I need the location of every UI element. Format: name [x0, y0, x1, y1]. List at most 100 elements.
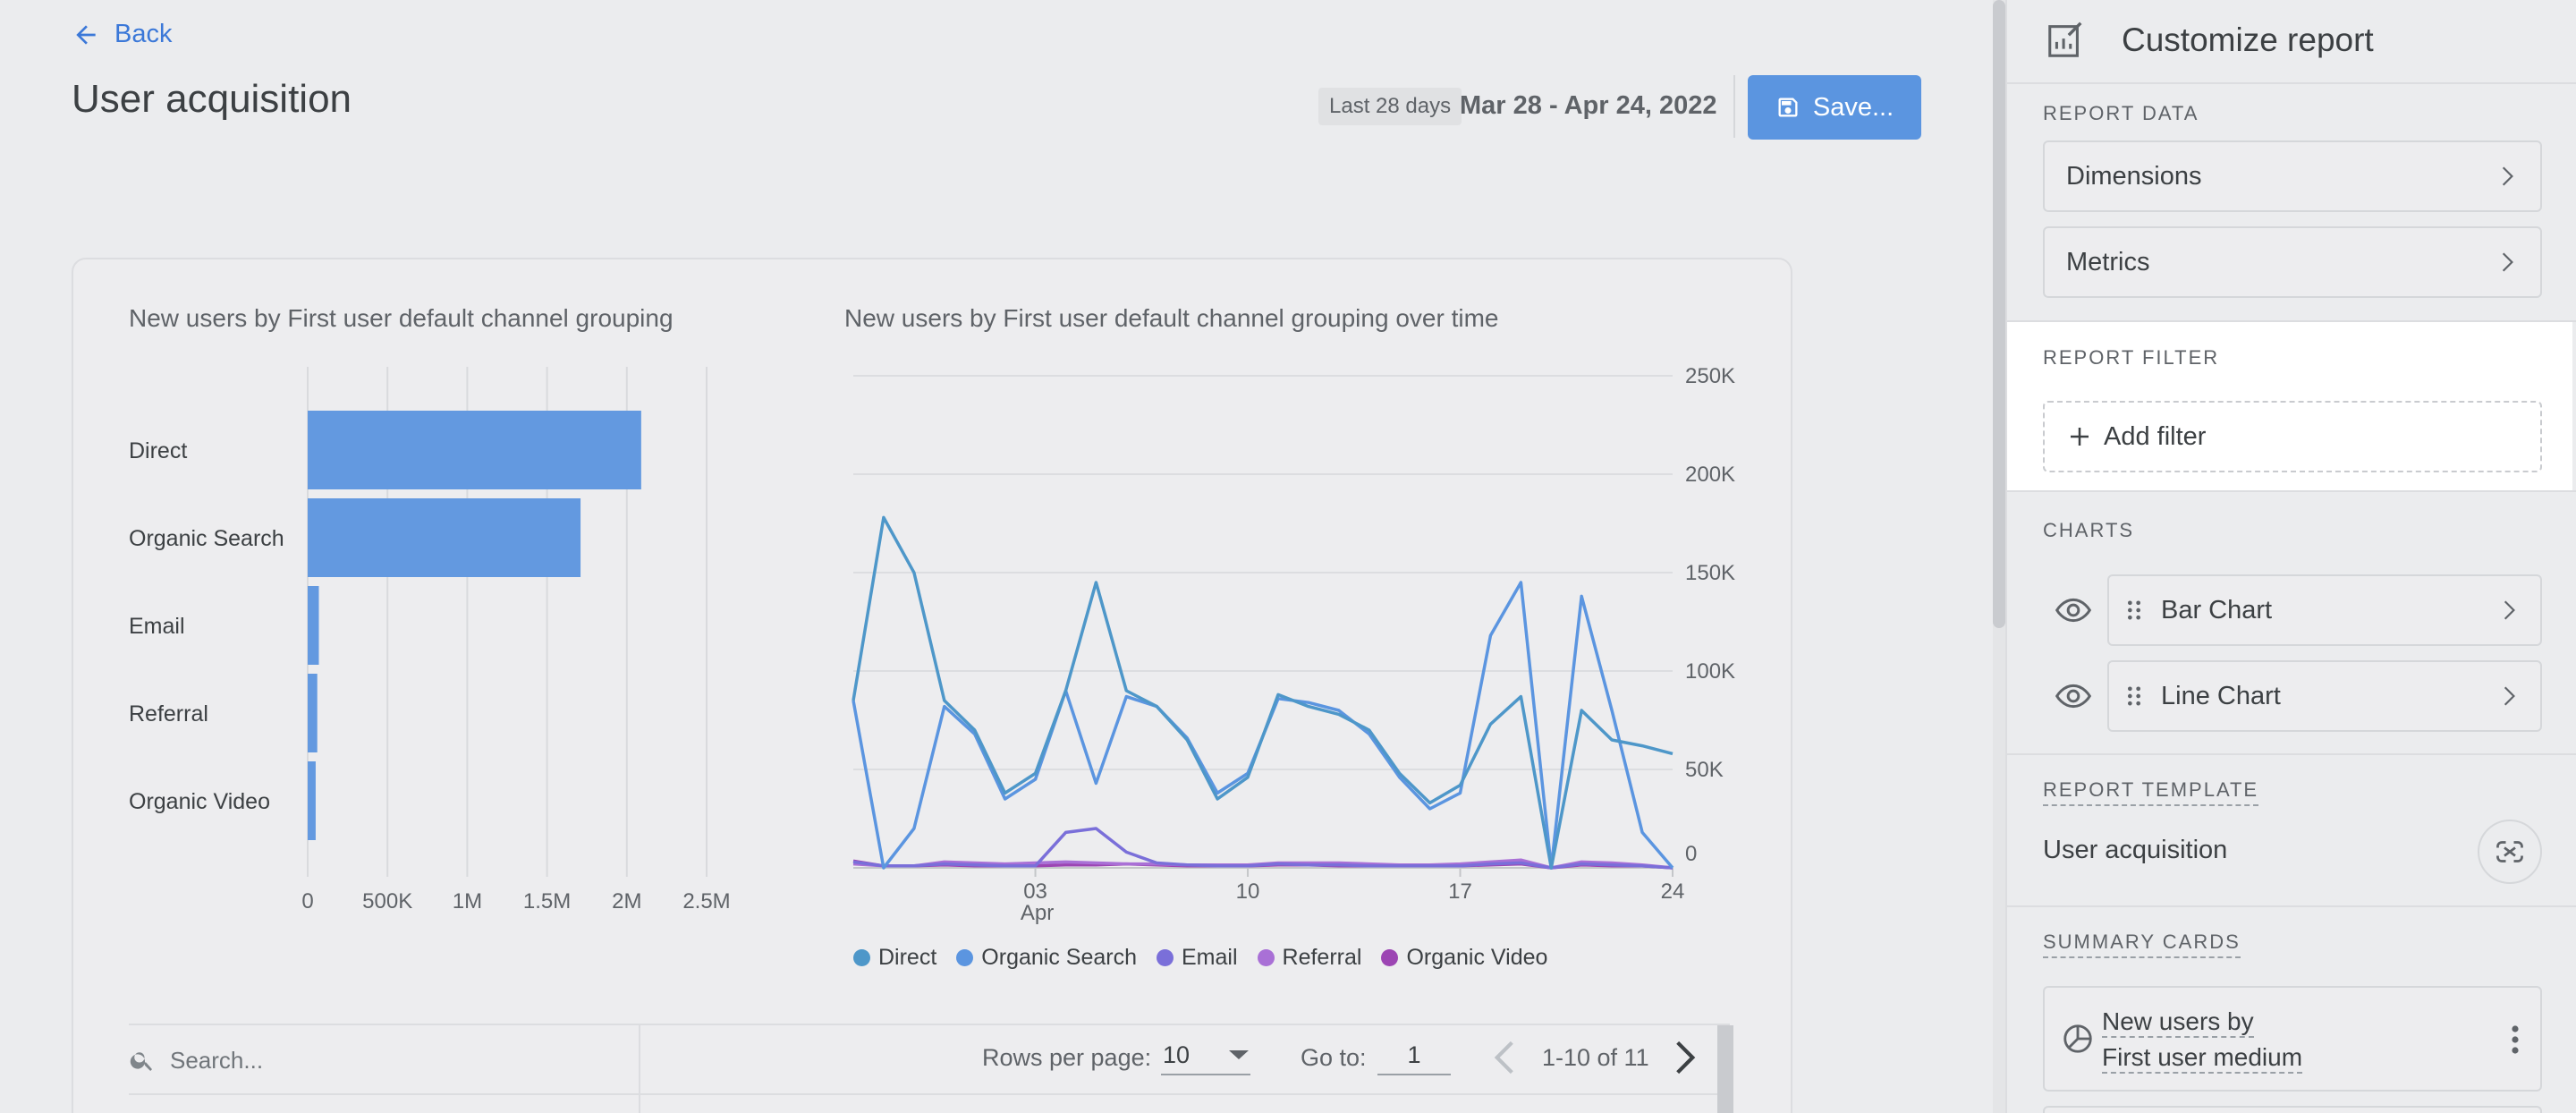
summary-card-item[interactable]: New users by First user medium [2043, 986, 2542, 1092]
add-filter-button[interactable]: Add filter [2043, 401, 2542, 472]
page-scrollbar-thumb[interactable] [1993, 0, 2005, 628]
bar-chart-category-label: Email [129, 614, 185, 639]
legend-label: Email [1182, 945, 1238, 970]
line-chart-y-tick-label: 200K [1685, 463, 1735, 487]
line-chart-x-tick-sublabel: Apr [1021, 901, 1054, 925]
date-preset-chip[interactable]: Last 28 days [1318, 88, 1462, 125]
eye-icon[interactable] [2055, 678, 2091, 714]
bar-chart-row-label: Bar Chart [2161, 595, 2273, 624]
toolbar-divider [639, 1025, 640, 1113]
legend-item[interactable]: Referral [1257, 945, 1362, 971]
bar-chart-x-tick-label: 0 [301, 889, 313, 913]
bar-chart-category-label: Organic Video [129, 789, 270, 814]
arrow-left-icon [76, 24, 96, 45]
table-header-line [129, 1093, 1717, 1095]
section-divider [2007, 320, 2576, 322]
line-chart-row-label: Line Chart [2161, 681, 2281, 710]
table-toolbar-border [129, 1024, 1730, 1025]
line-chart-y-tick-label: 250K [1685, 364, 1735, 388]
bar-chart-category-label: Organic Search [129, 526, 284, 551]
legend-label: Organic Video [1406, 945, 1548, 970]
line-chart-y-tick-label: 100K [1685, 659, 1735, 684]
add-filter-label: Add filter [2104, 421, 2207, 451]
header-divider [1733, 75, 1735, 138]
save-button[interactable]: Save... [1748, 75, 1921, 140]
panel-header: Customize report [2007, 0, 2576, 84]
series-line-email [852, 827, 1674, 870]
template-name: User acquisition [2043, 836, 2228, 864]
bar-chart-category-label: Direct [129, 438, 187, 463]
back-link[interactable]: Back [72, 20, 172, 49]
line-chart-title: New users by First user default channel … [844, 304, 1499, 332]
chevron-right-icon [2502, 166, 2513, 186]
report-main-area: Back User acquisition Last 28 days Mar 2… [72, 20, 1921, 1113]
table-search[interactable]: Search... [129, 1029, 639, 1092]
caret-down-icon [1229, 1050, 1249, 1059]
drag-handle-icon[interactable] [2122, 598, 2147, 623]
back-label: Back [114, 20, 173, 48]
unlink-template-button[interactable] [2478, 820, 2542, 884]
save-label: Save... [1812, 92, 1894, 122]
series-line-direct [852, 515, 1674, 870]
date-range-selector[interactable]: Mar 28 - Apr 24, 2022 [1460, 91, 1717, 120]
bar-chart-category-label: Referral [129, 701, 208, 726]
table-scrollbar[interactable] [1717, 1025, 1733, 1113]
bar-chart: 0 500K 1M 1.5M 2M 2.5M Direct Organic Search Ema… [129, 367, 731, 913]
legend-item[interactable]: Organic Video [1381, 945, 1547, 971]
legend-dot [853, 949, 870, 966]
line-chart-y-tick-label: 150K [1685, 561, 1735, 585]
section-divider [2007, 490, 2576, 492]
chevron-left-icon[interactable] [1490, 1040, 1519, 1075]
metrics-label: Metrics [2066, 247, 2150, 276]
bar-chart-row[interactable]: Bar Chart [2107, 574, 2542, 646]
goto-page-input[interactable] [1377, 1036, 1451, 1075]
report-card [72, 258, 1792, 1113]
bar-chart-x-tick-label: 2M [612, 889, 641, 913]
line-chart-y-tick-label: 50K [1685, 758, 1724, 782]
bar-chart-x-tick-label: 500K [362, 889, 412, 913]
search-placeholder: Search... [170, 1046, 264, 1074]
rows-per-page-label: Rows per page: [982, 1044, 1152, 1071]
bar-chart-x-tick-label: 1.5M [523, 889, 571, 913]
line-chart-x-tick-label: 03 [1023, 879, 1047, 904]
legend-dot [956, 949, 974, 966]
legend-item[interactable]: Email [1157, 945, 1238, 971]
next-summary-card[interactable] [2043, 1106, 2542, 1113]
more-vertical-icon[interactable] [2506, 1024, 2524, 1056]
search-icon [130, 1052, 152, 1071]
bar-chart-x-tick-label: 1M [453, 889, 482, 913]
chevron-right-icon [2504, 686, 2515, 706]
bar-referral [308, 674, 318, 752]
charts-label: CHARTS [2043, 519, 2135, 541]
eye-icon[interactable] [2055, 592, 2091, 628]
legend-label: Direct [878, 945, 937, 970]
line-chart-y-tick-label: 0 [1685, 842, 1697, 866]
dimensions-label: Dimensions [2066, 161, 2202, 191]
chevron-right-icon [2504, 600, 2515, 620]
bar-direct [308, 411, 641, 489]
rows-per-page-select[interactable]: 10 [1161, 1036, 1250, 1075]
unlink-icon [2496, 841, 2523, 862]
legend-label: Referral [1282, 945, 1362, 970]
line-chart-legend: Direct Organic Search Email Referral Organic… [853, 945, 1547, 971]
pie-chart-icon [2063, 1024, 2092, 1053]
report-data-label: REPORT DATA [2043, 102, 2199, 124]
dimensions-button[interactable]: Dimensions [2043, 140, 2542, 212]
line-chart-row[interactable]: Line Chart [2107, 660, 2542, 732]
legend-item[interactable]: Direct [853, 945, 936, 971]
plus-icon [2071, 428, 2089, 446]
drag-handle-icon[interactable] [2122, 684, 2147, 709]
report-filter-label: REPORT FILTER [2043, 346, 2220, 369]
bar-email [308, 586, 319, 665]
bar-organic-video [308, 761, 316, 840]
line-chart-x-tick-label: 10 [1236, 879, 1260, 904]
panel-title: Customize report [2122, 21, 2374, 58]
series-line-organic-search [852, 581, 1674, 870]
chevron-right-icon[interactable] [1671, 1040, 1699, 1075]
bar-organic-search [308, 498, 581, 577]
legend-label: Organic Search [981, 945, 1137, 970]
metrics-button[interactable]: Metrics [2043, 226, 2542, 298]
legend-item[interactable]: Organic Search [956, 945, 1137, 971]
report-template-label: REPORT TEMPLATE [2043, 778, 2259, 806]
